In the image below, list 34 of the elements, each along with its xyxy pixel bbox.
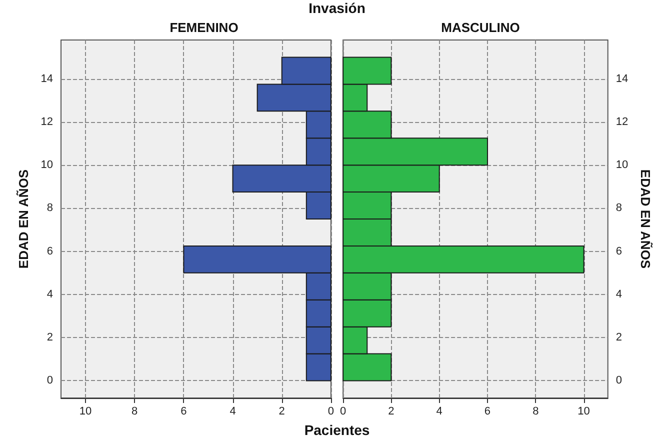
x-tick-label: 0 [328,406,334,418]
y-tick-label: 14 [40,72,53,85]
chart-title: FEMENINO [170,20,238,35]
x-tick-label: 2 [278,406,285,418]
y-tick-label: 12 [616,116,628,128]
x-tick-label: 0 [340,406,346,418]
x-tick-label: 2 [388,406,394,418]
y-tick-label: 0 [616,374,622,387]
x-tick-label: 6 [180,406,187,418]
x-tick-label: 4 [230,406,236,418]
x-tick-label: 10 [578,406,590,418]
y-tick-label: 4 [616,288,622,300]
y-tick-label: 2 [616,332,622,344]
y-tick-label: 0 [46,374,53,387]
y-axis-title: EDAD EN AÑOS [16,169,31,269]
x-tick-label: 4 [436,406,442,418]
y-tick-label: 6 [46,245,53,258]
y-tick-label: 6 [616,245,622,258]
y-axis-title: EDAD EN AÑOS [638,169,653,269]
y-tick-label: 8 [46,202,53,214]
x-tick-label: 8 [132,406,138,418]
x-axis-title: Pacientes [303,422,371,438]
y-tick-label: 4 [46,288,53,300]
chart-title: MASCULINO [441,20,520,35]
y-tick-label: 10 [616,159,628,172]
y-tick-label: 8 [616,202,622,214]
x-tick-label: 6 [484,406,491,418]
y-tick-label: 2 [46,332,53,344]
y-tick-label: 10 [40,159,53,172]
x-tick-label: 8 [532,406,539,418]
y-tick-label: 12 [40,116,53,128]
x-tick-label: 10 [79,406,92,418]
text: Invasión [308,0,366,16]
y-tick-label: 14 [616,72,628,85]
